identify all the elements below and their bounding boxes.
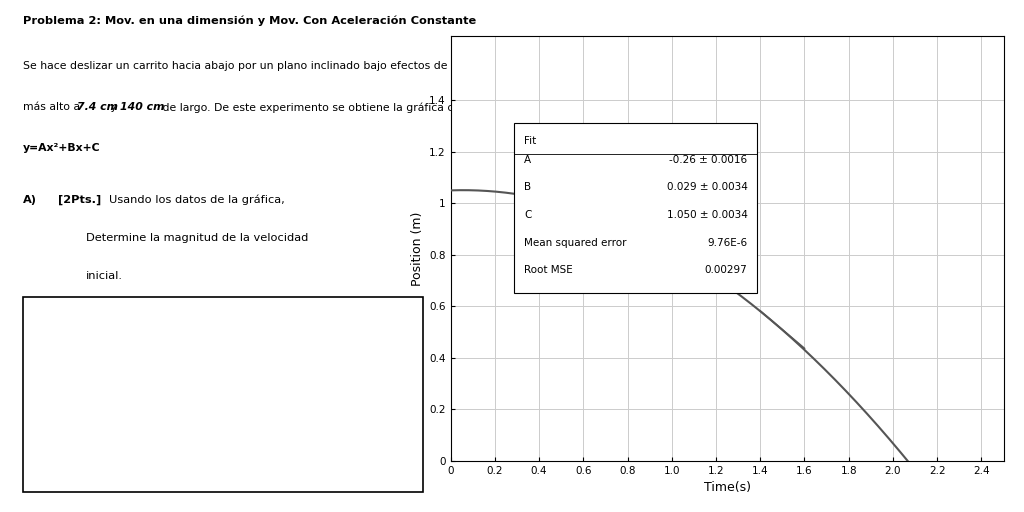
- Text: A): A): [24, 195, 37, 205]
- Text: 9.76E-6: 9.76E-6: [708, 238, 748, 248]
- Text: 7.4 cm: 7.4 cm: [77, 102, 118, 113]
- Text: B: B: [524, 182, 531, 193]
- Text: Fit: Fit: [524, 136, 537, 146]
- Text: A: A: [524, 155, 531, 165]
- Text: de largo. De este experimento se obtiene la gráfica cuyo ajuste está dado por la: de largo. De este experimento se obtiene…: [159, 102, 654, 113]
- Text: 0.00297: 0.00297: [705, 265, 748, 275]
- FancyBboxPatch shape: [514, 123, 758, 293]
- Text: Problema 2: Mov. en una dimensión y Mov. Con Aceleración Constante: Problema 2: Mov. en una dimensión y Mov.…: [24, 15, 476, 26]
- Y-axis label: Position (m): Position (m): [411, 211, 424, 286]
- Text: -0.26 ± 0.0016: -0.26 ± 0.0016: [670, 155, 748, 165]
- Text: Mean squared error: Mean squared error: [524, 238, 627, 248]
- Text: 0.029 ± 0.0034: 0.029 ± 0.0034: [667, 182, 748, 193]
- Text: y=Ax²+Bx+C: y=Ax²+Bx+C: [24, 143, 100, 154]
- Text: [2Pts.]: [2Pts.]: [57, 195, 100, 205]
- Text: y: y: [106, 102, 121, 113]
- FancyBboxPatch shape: [24, 297, 423, 492]
- Text: Se hace deslizar un carrito hacia abajo por un plano inclinado bajo efectos de l: Se hace deslizar un carrito hacia abajo …: [24, 61, 701, 72]
- X-axis label: Time(s): Time(s): [703, 481, 751, 494]
- Text: Determine la magnitud de la velocidad: Determine la magnitud de la velocidad: [85, 233, 308, 243]
- Text: Root MSE: Root MSE: [524, 265, 572, 275]
- Text: inicial.: inicial.: [85, 271, 123, 282]
- Text: 1.050 ± 0.0034: 1.050 ± 0.0034: [667, 210, 748, 220]
- Text: Usando los datos de la gráfica,: Usando los datos de la gráfica,: [110, 195, 285, 205]
- Text: C: C: [524, 210, 531, 220]
- Text: más alto a: más alto a: [24, 102, 84, 113]
- Text: 140 cm: 140 cm: [120, 102, 165, 113]
